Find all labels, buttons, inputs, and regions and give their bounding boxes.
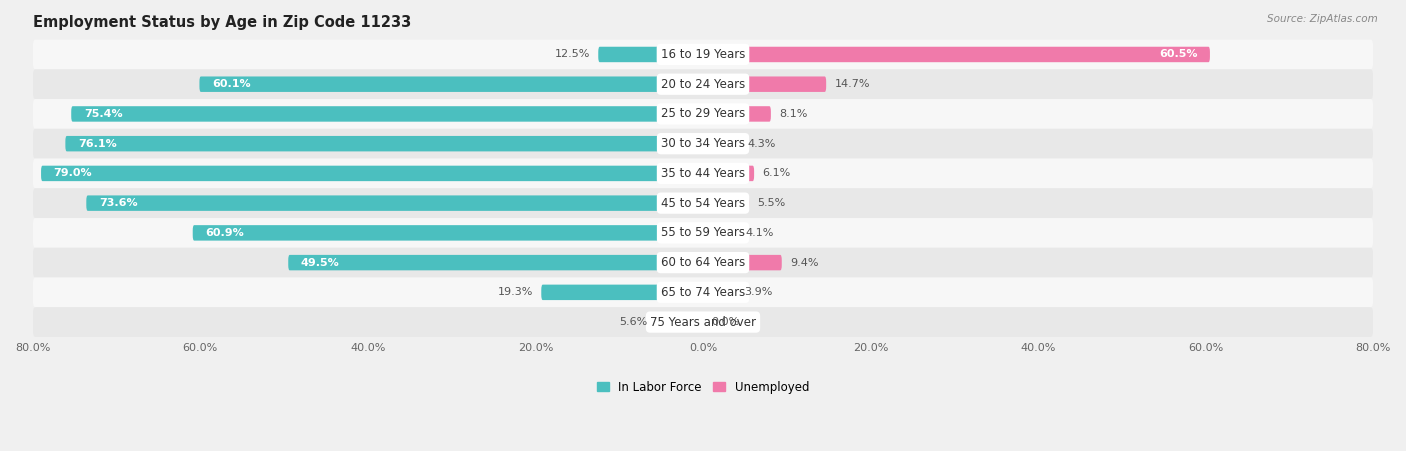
Text: 14.7%: 14.7% bbox=[835, 79, 870, 89]
Text: 12.5%: 12.5% bbox=[554, 50, 591, 60]
FancyBboxPatch shape bbox=[86, 195, 703, 211]
FancyBboxPatch shape bbox=[32, 307, 1374, 337]
Text: 8.1%: 8.1% bbox=[779, 109, 807, 119]
Text: 73.6%: 73.6% bbox=[98, 198, 138, 208]
FancyBboxPatch shape bbox=[703, 77, 827, 92]
FancyBboxPatch shape bbox=[541, 285, 703, 300]
FancyBboxPatch shape bbox=[32, 40, 1374, 69]
Text: 5.5%: 5.5% bbox=[758, 198, 786, 208]
FancyBboxPatch shape bbox=[703, 225, 737, 241]
FancyBboxPatch shape bbox=[200, 77, 703, 92]
Text: 9.4%: 9.4% bbox=[790, 258, 818, 267]
Text: Source: ZipAtlas.com: Source: ZipAtlas.com bbox=[1267, 14, 1378, 23]
Text: 45 to 54 Years: 45 to 54 Years bbox=[661, 197, 745, 210]
Text: 60.1%: 60.1% bbox=[212, 79, 250, 89]
FancyBboxPatch shape bbox=[32, 69, 1374, 99]
Text: 4.3%: 4.3% bbox=[748, 138, 776, 149]
FancyBboxPatch shape bbox=[72, 106, 703, 122]
Text: 65 to 74 Years: 65 to 74 Years bbox=[661, 286, 745, 299]
Text: 16 to 19 Years: 16 to 19 Years bbox=[661, 48, 745, 61]
FancyBboxPatch shape bbox=[703, 166, 754, 181]
FancyBboxPatch shape bbox=[32, 277, 1374, 307]
FancyBboxPatch shape bbox=[703, 285, 735, 300]
FancyBboxPatch shape bbox=[703, 47, 1211, 62]
FancyBboxPatch shape bbox=[599, 47, 703, 62]
FancyBboxPatch shape bbox=[703, 106, 770, 122]
FancyBboxPatch shape bbox=[193, 225, 703, 241]
FancyBboxPatch shape bbox=[32, 218, 1374, 248]
FancyBboxPatch shape bbox=[703, 195, 749, 211]
Text: 25 to 29 Years: 25 to 29 Years bbox=[661, 107, 745, 120]
Text: Employment Status by Age in Zip Code 11233: Employment Status by Age in Zip Code 112… bbox=[32, 15, 411, 30]
FancyBboxPatch shape bbox=[41, 166, 703, 181]
FancyBboxPatch shape bbox=[32, 248, 1374, 277]
Text: 4.1%: 4.1% bbox=[745, 228, 775, 238]
Text: 35 to 44 Years: 35 to 44 Years bbox=[661, 167, 745, 180]
Text: 3.9%: 3.9% bbox=[744, 287, 772, 297]
Text: 49.5%: 49.5% bbox=[301, 258, 340, 267]
FancyBboxPatch shape bbox=[32, 188, 1374, 218]
Text: 19.3%: 19.3% bbox=[498, 287, 533, 297]
FancyBboxPatch shape bbox=[32, 129, 1374, 159]
Text: 6.1%: 6.1% bbox=[762, 168, 790, 179]
Legend: In Labor Force, Unemployed: In Labor Force, Unemployed bbox=[592, 376, 814, 399]
Text: 55 to 59 Years: 55 to 59 Years bbox=[661, 226, 745, 239]
Text: 0.0%: 0.0% bbox=[711, 317, 740, 327]
FancyBboxPatch shape bbox=[65, 136, 703, 152]
FancyBboxPatch shape bbox=[703, 255, 782, 270]
FancyBboxPatch shape bbox=[703, 136, 740, 152]
Text: 20 to 24 Years: 20 to 24 Years bbox=[661, 78, 745, 91]
FancyBboxPatch shape bbox=[32, 159, 1374, 188]
Text: 5.6%: 5.6% bbox=[620, 317, 648, 327]
FancyBboxPatch shape bbox=[657, 314, 703, 330]
Text: 75 Years and over: 75 Years and over bbox=[650, 316, 756, 329]
Text: 60.5%: 60.5% bbox=[1159, 50, 1198, 60]
Text: 75.4%: 75.4% bbox=[84, 109, 122, 119]
Text: 30 to 34 Years: 30 to 34 Years bbox=[661, 137, 745, 150]
Text: 60 to 64 Years: 60 to 64 Years bbox=[661, 256, 745, 269]
Text: 60.9%: 60.9% bbox=[205, 228, 245, 238]
Text: 79.0%: 79.0% bbox=[53, 168, 93, 179]
FancyBboxPatch shape bbox=[288, 255, 703, 270]
Text: 76.1%: 76.1% bbox=[77, 138, 117, 149]
FancyBboxPatch shape bbox=[32, 99, 1374, 129]
